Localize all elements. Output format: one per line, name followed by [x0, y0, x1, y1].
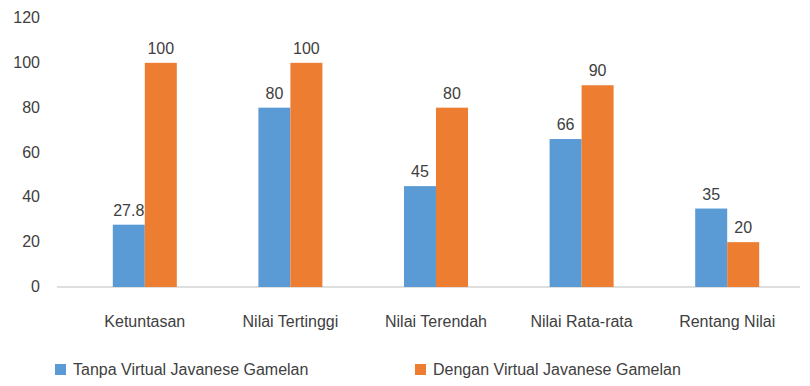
legend-swatch: [55, 364, 66, 375]
bar: [727, 242, 759, 287]
chart-svg: 0 20 40 60 80 100 120 Ketuntasan 27.8 100 Nilai Te…: [0, 0, 810, 386]
legend-label: Dengan Virtual Javanese Gamelan: [433, 361, 681, 378]
x-tick-label: Ketuntasan: [104, 313, 185, 330]
legend-item: Tanpa Virtual Javanese Gamelan: [55, 361, 308, 378]
bar: [695, 209, 727, 287]
data-label: 66: [557, 116, 575, 133]
bar: [290, 63, 322, 287]
data-label: 90: [589, 62, 607, 79]
legend-item: Dengan Virtual Javanese Gamelan: [415, 361, 681, 378]
bar: [258, 108, 290, 287]
x-tick-label: Nilai Rata-rata: [530, 313, 632, 330]
y-tick-label: 0: [31, 278, 40, 295]
legend-label: Tanpa Virtual Javanese Gamelan: [73, 361, 308, 378]
bar: [550, 139, 582, 287]
data-label: 100: [293, 40, 320, 57]
y-tick-label: 40: [22, 188, 40, 205]
y-tick-label: 60: [22, 144, 40, 161]
x-tick-label: Rentang Nilai: [679, 313, 775, 330]
data-label: 45: [411, 163, 429, 180]
bars: [113, 63, 759, 287]
data-label: 80: [266, 85, 284, 102]
x-tick-label: Nilai Tertinggi: [243, 313, 339, 330]
chart-container: 0 20 40 60 80 100 120 Ketuntasan 27.8 100 Nilai Te…: [0, 0, 810, 386]
y-tick-label: 80: [22, 99, 40, 116]
bar: [145, 63, 177, 287]
y-tick-label: 100: [13, 54, 40, 71]
bar: [582, 85, 614, 287]
bar: [113, 225, 145, 287]
x-tick-label: Nilai Terendah: [385, 313, 487, 330]
data-label: 20: [734, 219, 752, 236]
bar: [404, 186, 436, 287]
y-tick-label: 20: [22, 233, 40, 250]
data-label: 27.8: [113, 202, 144, 219]
bar: [436, 108, 468, 287]
data-label: 100: [147, 40, 174, 57]
data-label: 80: [443, 85, 461, 102]
y-tick-label: 120: [13, 9, 40, 26]
data-label: 35: [702, 186, 720, 203]
legend-swatch: [415, 364, 426, 375]
